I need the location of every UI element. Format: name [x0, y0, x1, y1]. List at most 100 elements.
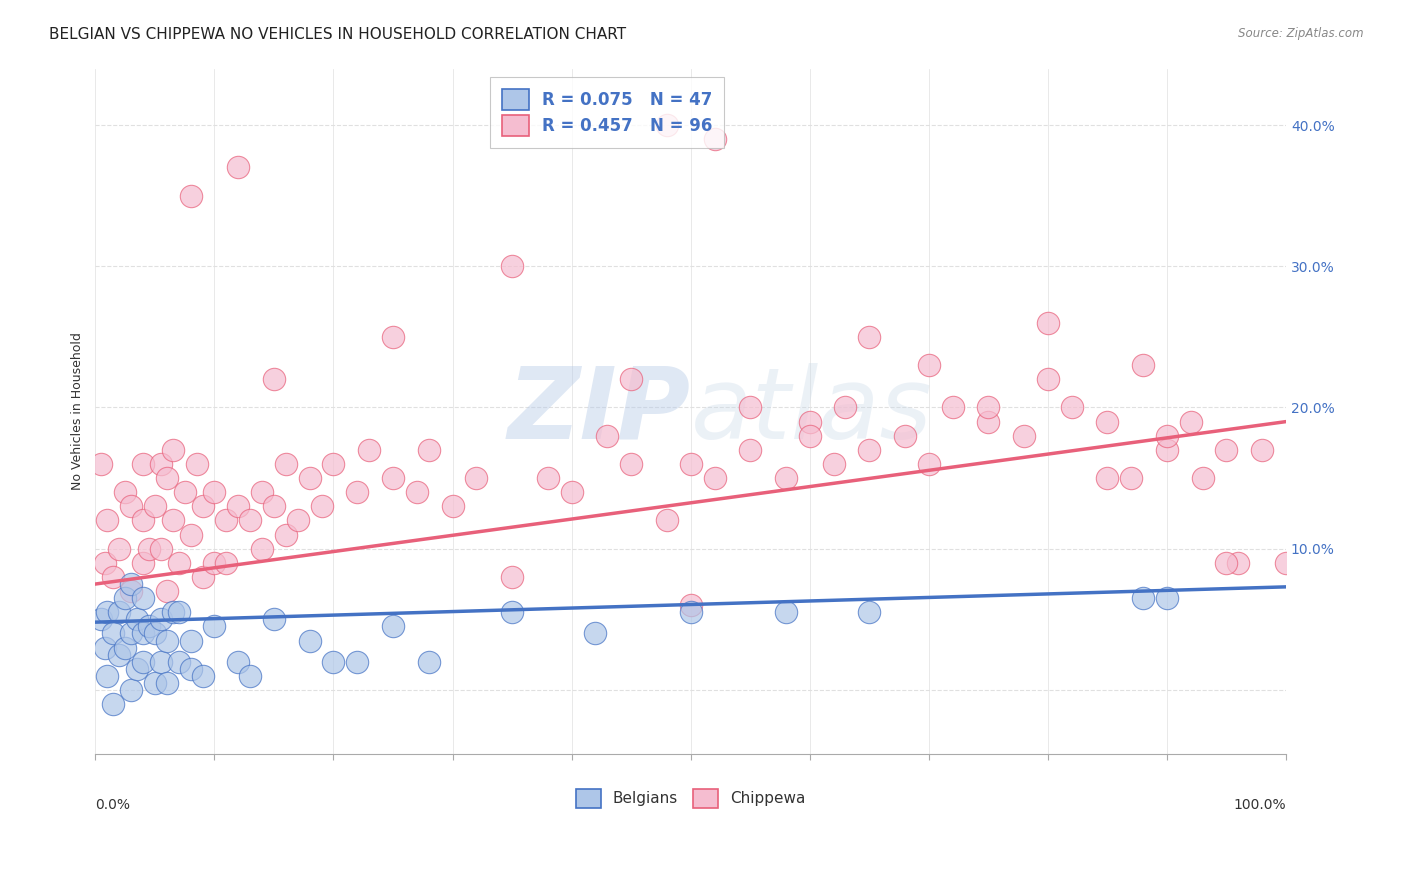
Point: [239, 513, 262, 527]
Text: 0.0%: 0.0%: [96, 798, 131, 812]
Point: [1191, 471, 1213, 485]
Point: [186, 457, 208, 471]
Point: [537, 471, 560, 485]
Point: [132, 655, 155, 669]
Point: [132, 513, 155, 527]
Point: [501, 570, 523, 584]
Point: [173, 485, 195, 500]
Point: [1132, 591, 1154, 606]
Point: [204, 556, 226, 570]
Point: [298, 633, 321, 648]
Point: [108, 541, 131, 556]
Point: [114, 591, 136, 606]
Point: [215, 513, 238, 527]
Point: [96, 669, 118, 683]
Point: [120, 577, 142, 591]
Point: [382, 619, 405, 633]
Point: [204, 619, 226, 633]
Point: [120, 682, 142, 697]
Point: [1215, 556, 1237, 570]
Point: [90, 457, 112, 471]
Point: [263, 372, 285, 386]
Point: [132, 626, 155, 640]
Point: [156, 471, 179, 485]
Point: [1156, 428, 1178, 442]
Point: [1012, 428, 1035, 442]
Point: [108, 648, 131, 662]
Point: [823, 457, 845, 471]
Point: [322, 457, 344, 471]
Point: [167, 605, 190, 619]
Point: [263, 612, 285, 626]
Point: [180, 527, 202, 541]
Point: [103, 697, 125, 711]
Point: [274, 527, 297, 541]
Point: [596, 428, 619, 442]
Point: [138, 541, 160, 556]
Point: [977, 415, 1000, 429]
Point: [1156, 591, 1178, 606]
Point: [120, 626, 142, 640]
Point: [149, 612, 172, 626]
Point: [346, 655, 368, 669]
Point: [103, 570, 125, 584]
Point: [1097, 471, 1119, 485]
Point: [191, 500, 214, 514]
Point: [1215, 442, 1237, 457]
Point: [1275, 556, 1298, 570]
Point: [1036, 372, 1059, 386]
Point: [775, 471, 797, 485]
Point: [465, 471, 488, 485]
Point: [204, 485, 226, 500]
Point: [346, 485, 368, 500]
Point: [679, 457, 702, 471]
Point: [679, 605, 702, 619]
Point: [405, 485, 427, 500]
Point: [226, 655, 249, 669]
Point: [132, 457, 155, 471]
Point: [1121, 471, 1143, 485]
Text: BELGIAN VS CHIPPEWA NO VEHICLES IN HOUSEHOLD CORRELATION CHART: BELGIAN VS CHIPPEWA NO VEHICLES IN HOUSE…: [49, 27, 626, 42]
Point: [620, 372, 643, 386]
Point: [298, 471, 321, 485]
Point: [775, 605, 797, 619]
Point: [143, 626, 166, 640]
Point: [180, 633, 202, 648]
Point: [215, 556, 238, 570]
Point: [250, 485, 273, 500]
Point: [114, 485, 136, 500]
Point: [942, 401, 965, 415]
Point: [501, 605, 523, 619]
Point: [263, 500, 285, 514]
Point: [858, 330, 880, 344]
Point: [96, 605, 118, 619]
Point: [1036, 316, 1059, 330]
Point: [977, 401, 1000, 415]
Text: Source: ZipAtlas.com: Source: ZipAtlas.com: [1239, 27, 1364, 40]
Point: [799, 428, 821, 442]
Point: [1060, 401, 1083, 415]
Point: [226, 500, 249, 514]
Point: [359, 442, 381, 457]
Point: [655, 513, 678, 527]
Point: [103, 626, 125, 640]
Point: [703, 132, 725, 146]
Point: [180, 188, 202, 202]
Point: [740, 442, 762, 457]
Point: [834, 401, 856, 415]
Point: [96, 513, 118, 527]
Point: [382, 471, 405, 485]
Point: [799, 415, 821, 429]
Point: [858, 442, 880, 457]
Point: [143, 500, 166, 514]
Point: [740, 401, 762, 415]
Point: [1156, 442, 1178, 457]
Point: [132, 591, 155, 606]
Point: [156, 633, 179, 648]
Point: [94, 640, 117, 655]
Y-axis label: No Vehicles in Household: No Vehicles in Household: [72, 332, 84, 490]
Point: [1227, 556, 1250, 570]
Point: [125, 612, 148, 626]
Point: [311, 500, 333, 514]
Point: [418, 655, 440, 669]
